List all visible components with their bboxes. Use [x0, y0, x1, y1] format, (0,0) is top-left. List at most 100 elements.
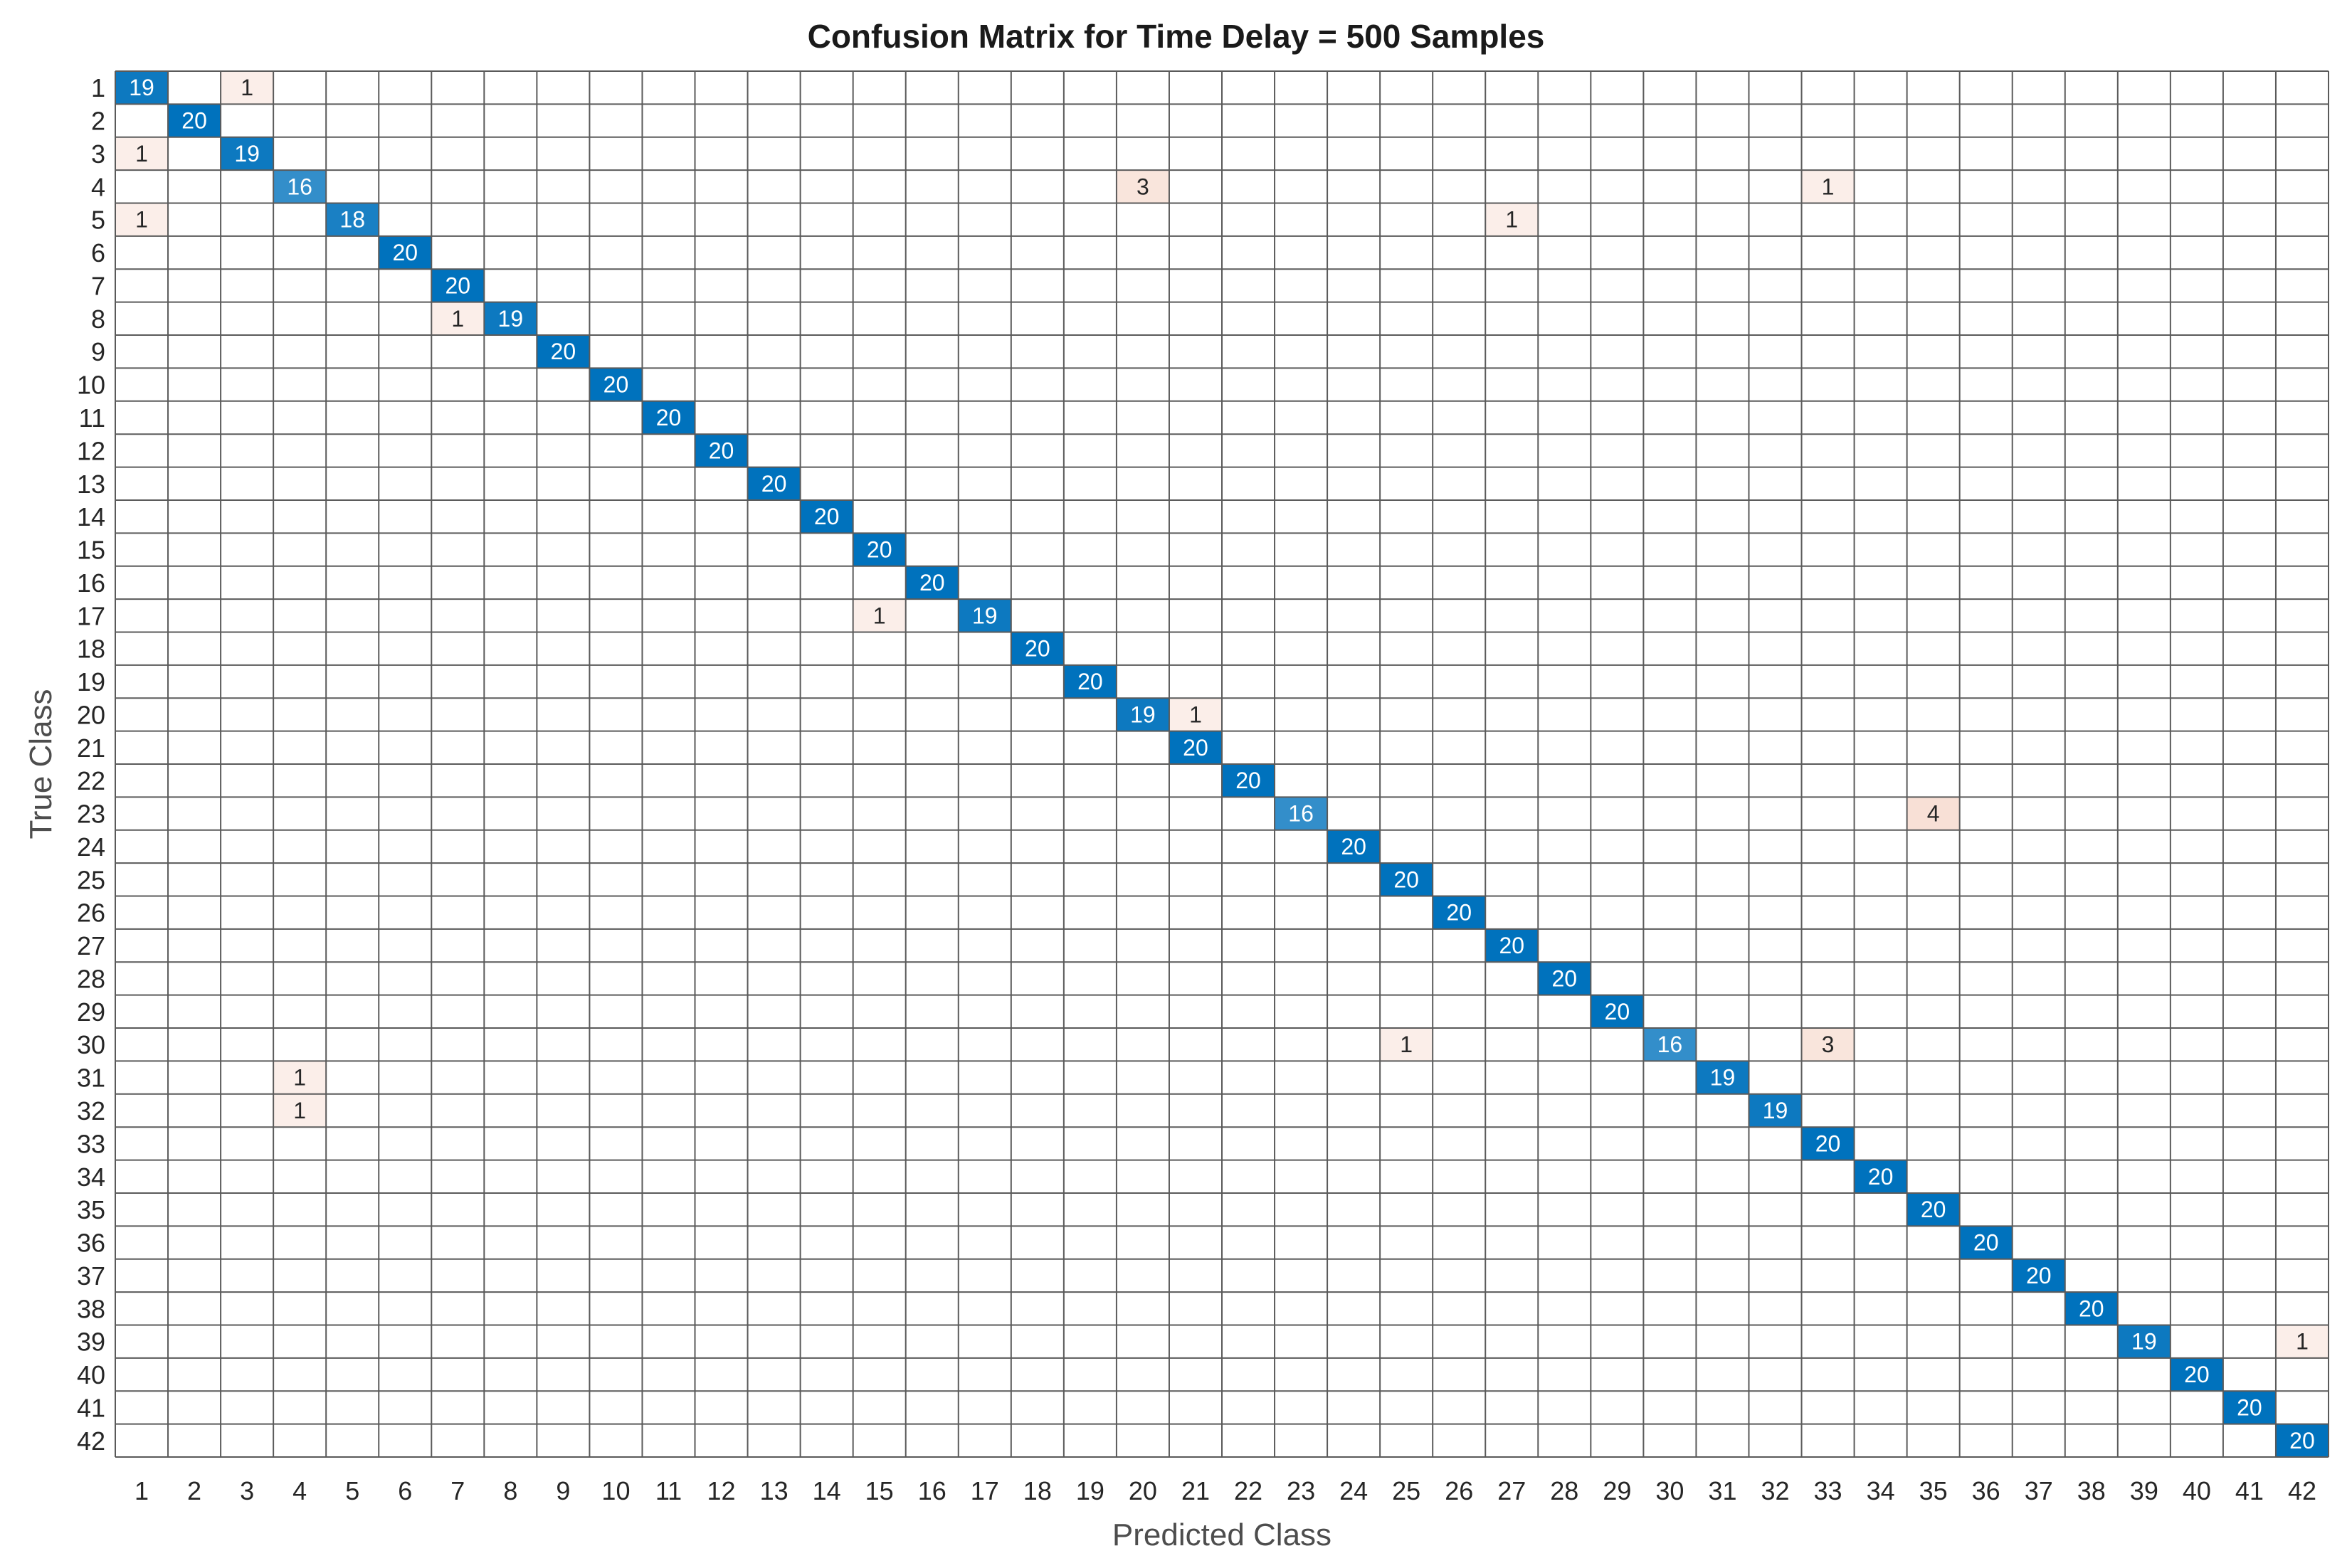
cell-16-16: [905, 566, 959, 600]
cell-30-33: [1801, 1028, 1855, 1061]
cell-value-24-24: 20: [1341, 834, 1366, 859]
cell-value-30-25: 1: [1400, 1032, 1413, 1057]
x-tick-label: 42: [2288, 1476, 2316, 1505]
cell-37-37: [2012, 1259, 2065, 1293]
cell-value-12-12: 20: [709, 438, 734, 463]
x-tick-label: 8: [503, 1476, 517, 1505]
y-tick-label: 12: [77, 436, 105, 465]
x-tick-label: 20: [1129, 1476, 1157, 1505]
cell-value-15-15: 20: [867, 537, 892, 563]
cell-value-17-15: 1: [873, 603, 886, 628]
y-tick-label: 36: [77, 1229, 105, 1258]
cell-value-39-42: 1: [2296, 1329, 2309, 1355]
cell-labels: 19 1 20 1 19 16 3 1 1 18 1 20 20 1 19 20 20 20 20 20 20 20 20 1…: [129, 75, 2315, 1453]
x-tick-label: 36: [1972, 1476, 2000, 1505]
cell-20-20: [1116, 698, 1169, 731]
cell-value-2-2: 20: [181, 108, 207, 134]
cell-value-35-35: 20: [1921, 1197, 1946, 1222]
cell-30-25: [1380, 1028, 1433, 1061]
cell-1-1: [115, 71, 169, 105]
cell-17-15: [853, 599, 906, 632]
y-tick-label: 6: [91, 238, 105, 267]
y-tick-label: 20: [77, 700, 105, 729]
x-tick-label: 4: [292, 1476, 307, 1505]
y-tick-label: 1: [91, 73, 105, 102]
cell-25-25: [1380, 863, 1433, 896]
x-tick-label: 18: [1023, 1476, 1052, 1505]
cell-value-5-5: 18: [339, 207, 365, 233]
cell-value-41-41: 20: [2237, 1394, 2262, 1420]
cell-32-32: [1749, 1093, 1802, 1128]
cell-value-5-27: 1: [1505, 207, 1518, 233]
x-tick-label: 16: [918, 1476, 946, 1505]
cell-value-14-14: 20: [814, 504, 840, 529]
cell-value-11-11: 20: [656, 405, 682, 430]
x-tick-label: 23: [1287, 1476, 1315, 1505]
cell-value-8-8: 19: [498, 306, 524, 332]
x-tick-label: 17: [971, 1476, 999, 1505]
y-tick-label: 4: [91, 172, 105, 201]
y-tick-label: 31: [77, 1064, 105, 1093]
cell-value-18-18: 20: [1025, 636, 1050, 662]
x-tick-label: 24: [1339, 1476, 1368, 1505]
cell-3-1: [115, 137, 169, 171]
cell-21-21: [1169, 731, 1222, 764]
cell-value-4-4: 16: [287, 174, 312, 199]
x-tick-label: 14: [813, 1476, 841, 1505]
x-tick-label: 33: [1814, 1476, 1842, 1505]
y-tick-label: 29: [77, 997, 105, 1027]
cell-value-5-1: 1: [135, 207, 148, 233]
tick-labels: 1234567891011121314151617181920212223242…: [77, 73, 2316, 1505]
x-tick-label: 19: [1076, 1476, 1104, 1505]
y-tick-label: 40: [77, 1360, 105, 1389]
x-tick-label: 1: [135, 1476, 149, 1505]
cell-value-9-9: 20: [551, 339, 576, 364]
cell-2-2: [168, 104, 221, 137]
cell-value-34-34: 20: [1868, 1164, 1894, 1190]
y-tick-label: 9: [91, 337, 105, 366]
cell-32-4: [273, 1093, 327, 1128]
cell-27-27: [1485, 928, 1539, 963]
y-tick-label: 30: [77, 1030, 105, 1059]
cell-14-14: [800, 499, 853, 534]
x-tick-label: 15: [865, 1476, 894, 1505]
cell-value-8-7: 1: [451, 306, 464, 332]
y-tick-label: 5: [91, 206, 105, 235]
x-tick-label: 39: [2130, 1476, 2158, 1505]
cell-41-41: [2222, 1391, 2276, 1424]
x-tick-label: 28: [1550, 1476, 1578, 1505]
cell-value-1-1: 19: [129, 75, 154, 100]
y-tick-label: 2: [91, 107, 105, 136]
x-tick-label: 5: [345, 1476, 359, 1505]
cell-26-26: [1433, 896, 1486, 929]
x-tick-label: 37: [2025, 1476, 2053, 1505]
cell-value-16-16: 20: [919, 570, 945, 595]
y-tick-label: 19: [77, 667, 105, 696]
x-axis-label: Predicted Class: [1112, 1517, 1331, 1552]
y-tick-label: 27: [77, 931, 105, 960]
x-tick-label: 25: [1392, 1476, 1420, 1505]
x-tick-label: 40: [2183, 1476, 2211, 1505]
cell-36-36: [1959, 1226, 2013, 1259]
cell-20-21: [1169, 698, 1222, 731]
x-tick-label: 6: [398, 1476, 412, 1505]
cell-value-10-10: 20: [603, 372, 629, 398]
x-tick-label: 27: [1497, 1476, 1526, 1505]
cell-value-4-33: 1: [1822, 174, 1835, 199]
cell-value-6-6: 20: [392, 240, 418, 265]
cell-11-11: [642, 401, 695, 435]
x-tick-label: 35: [1919, 1476, 1948, 1505]
chart-title: Confusion Matrix for Time Delay = 500 Sa…: [807, 18, 1545, 55]
cell-17-17: [958, 599, 1011, 632]
cell-39-39: [2117, 1325, 2171, 1358]
x-tick-label: 7: [450, 1476, 465, 1505]
cell-value-19-19: 20: [1077, 669, 1103, 694]
cell-value-28-28: 20: [1552, 965, 1578, 991]
y-tick-label: 25: [77, 865, 105, 894]
cell-4-20: [1116, 170, 1169, 203]
cell-value-23-35: 4: [1927, 801, 1940, 827]
cell-value-1-3: 1: [241, 75, 253, 100]
y-tick-label: 15: [77, 536, 105, 565]
y-tick-label: 28: [77, 964, 105, 993]
